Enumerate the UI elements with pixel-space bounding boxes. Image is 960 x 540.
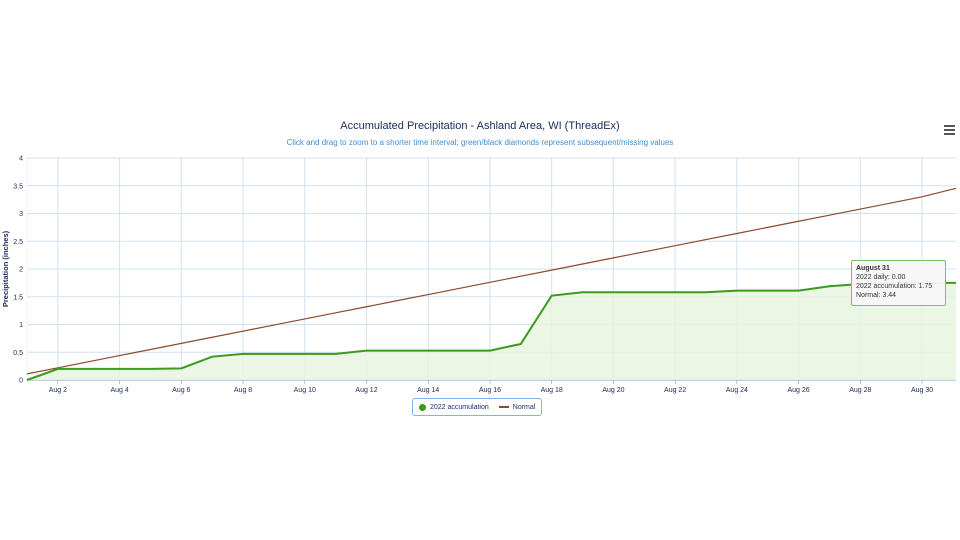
x-tick-label: Aug 18 bbox=[541, 387, 563, 394]
tooltip-accumulation: 2022 accumulation: 1.75 bbox=[856, 283, 933, 290]
y-tick-label: 0.5 bbox=[13, 350, 23, 357]
y-tick-label: 3 bbox=[19, 211, 23, 218]
accumulation-area bbox=[27, 282, 956, 380]
x-tick-label: Aug 22 bbox=[664, 387, 686, 394]
x-tick-label: Aug 28 bbox=[849, 387, 871, 394]
y-tick-label: 2 bbox=[19, 267, 23, 274]
legend-marker-accumulation bbox=[419, 403, 426, 411]
tooltip-normal: Normal: 3.44 bbox=[856, 292, 897, 299]
x-tick-label: Aug 20 bbox=[602, 387, 624, 394]
y-tick-label: 1.5 bbox=[13, 294, 23, 301]
x-tick-label: Aug 24 bbox=[726, 387, 748, 394]
accumulation-line bbox=[26, 281, 956, 381]
legend-label-normal: Normal bbox=[512, 403, 536, 411]
chart-title: Accumulated Precipitation - Ashland Area… bbox=[340, 120, 620, 132]
tooltip-daily: 2022 daily: 0.00 bbox=[856, 274, 906, 281]
tooltip: August 31 2022 daily: 0.00 2022 accumula… bbox=[851, 260, 946, 306]
y-tick-label: 4 bbox=[19, 156, 23, 163]
x-tick-label: Aug 26 bbox=[788, 387, 810, 394]
tooltip-title: August 31 bbox=[856, 265, 890, 272]
normal-line bbox=[26, 187, 957, 375]
x-tick-label: Aug 12 bbox=[355, 387, 377, 394]
y-tick-label: 3.5 bbox=[13, 183, 23, 190]
x-tick-label: Aug 2 bbox=[49, 387, 67, 394]
y-tick-label: 0 bbox=[19, 378, 23, 385]
x-tick-label: Aug 14 bbox=[417, 387, 439, 394]
legend-item-normal[interactable]: Normal bbox=[498, 403, 536, 411]
legend-item-accumulation[interactable]: 2022 accumulation bbox=[419, 403, 489, 411]
legend: 2022 accumulation Normal bbox=[412, 398, 542, 416]
x-tick-label: Aug 4 bbox=[110, 387, 128, 394]
x-tick-label: Aug 30 bbox=[911, 387, 933, 394]
y-tick-label: 1 bbox=[19, 322, 23, 329]
x-tick-label: Aug 16 bbox=[479, 387, 501, 394]
y-axis-label: Precipitation (inches) bbox=[1, 230, 10, 307]
legend-marker-normal bbox=[498, 406, 509, 408]
hamburger-menu-icon[interactable] bbox=[944, 125, 955, 135]
y-tick-label: 2.5 bbox=[13, 239, 23, 246]
x-tick-label: Aug 8 bbox=[234, 387, 252, 394]
x-tick-label: Aug 6 bbox=[172, 387, 190, 394]
chart-subtitle: Click and drag to zoom to a shorter time… bbox=[286, 138, 674, 147]
x-tick-label: Aug 10 bbox=[294, 387, 316, 394]
legend-label-accumulation: 2022 accumulation bbox=[430, 403, 489, 411]
